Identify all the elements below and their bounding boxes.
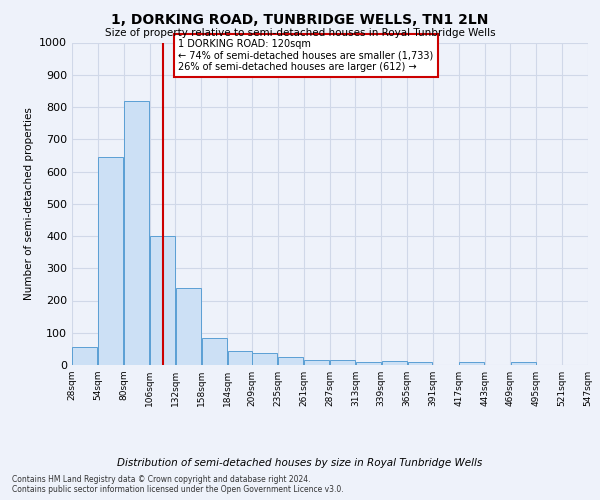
Bar [330, 360, 355, 365]
Bar [202, 338, 227, 365]
Bar [511, 362, 536, 365]
Text: 1 DORKING ROAD: 120sqm
← 74% of semi-detached houses are smaller (1,733)
26% of : 1 DORKING ROAD: 120sqm ← 74% of semi-det… [178, 39, 434, 72]
Y-axis label: Number of semi-detached properties: Number of semi-detached properties [23, 108, 34, 300]
Bar [356, 362, 381, 365]
Bar [227, 352, 253, 365]
Text: Distribution of semi-detached houses by size in Royal Tunbridge Wells: Distribution of semi-detached houses by … [118, 458, 482, 468]
Bar [98, 157, 123, 365]
Bar [73, 348, 97, 365]
Bar [304, 360, 329, 365]
Text: 1, DORKING ROAD, TUNBRIDGE WELLS, TN1 2LN: 1, DORKING ROAD, TUNBRIDGE WELLS, TN1 2L… [112, 12, 488, 26]
Bar [124, 100, 149, 365]
Text: Contains HM Land Registry data © Crown copyright and database right 2024.
Contai: Contains HM Land Registry data © Crown c… [12, 475, 344, 494]
Bar [459, 362, 484, 365]
Bar [382, 361, 407, 365]
Bar [176, 288, 201, 365]
Bar [253, 352, 277, 365]
Bar [278, 357, 303, 365]
Bar [407, 362, 433, 365]
Bar [150, 236, 175, 365]
Text: Size of property relative to semi-detached houses in Royal Tunbridge Wells: Size of property relative to semi-detach… [104, 28, 496, 38]
